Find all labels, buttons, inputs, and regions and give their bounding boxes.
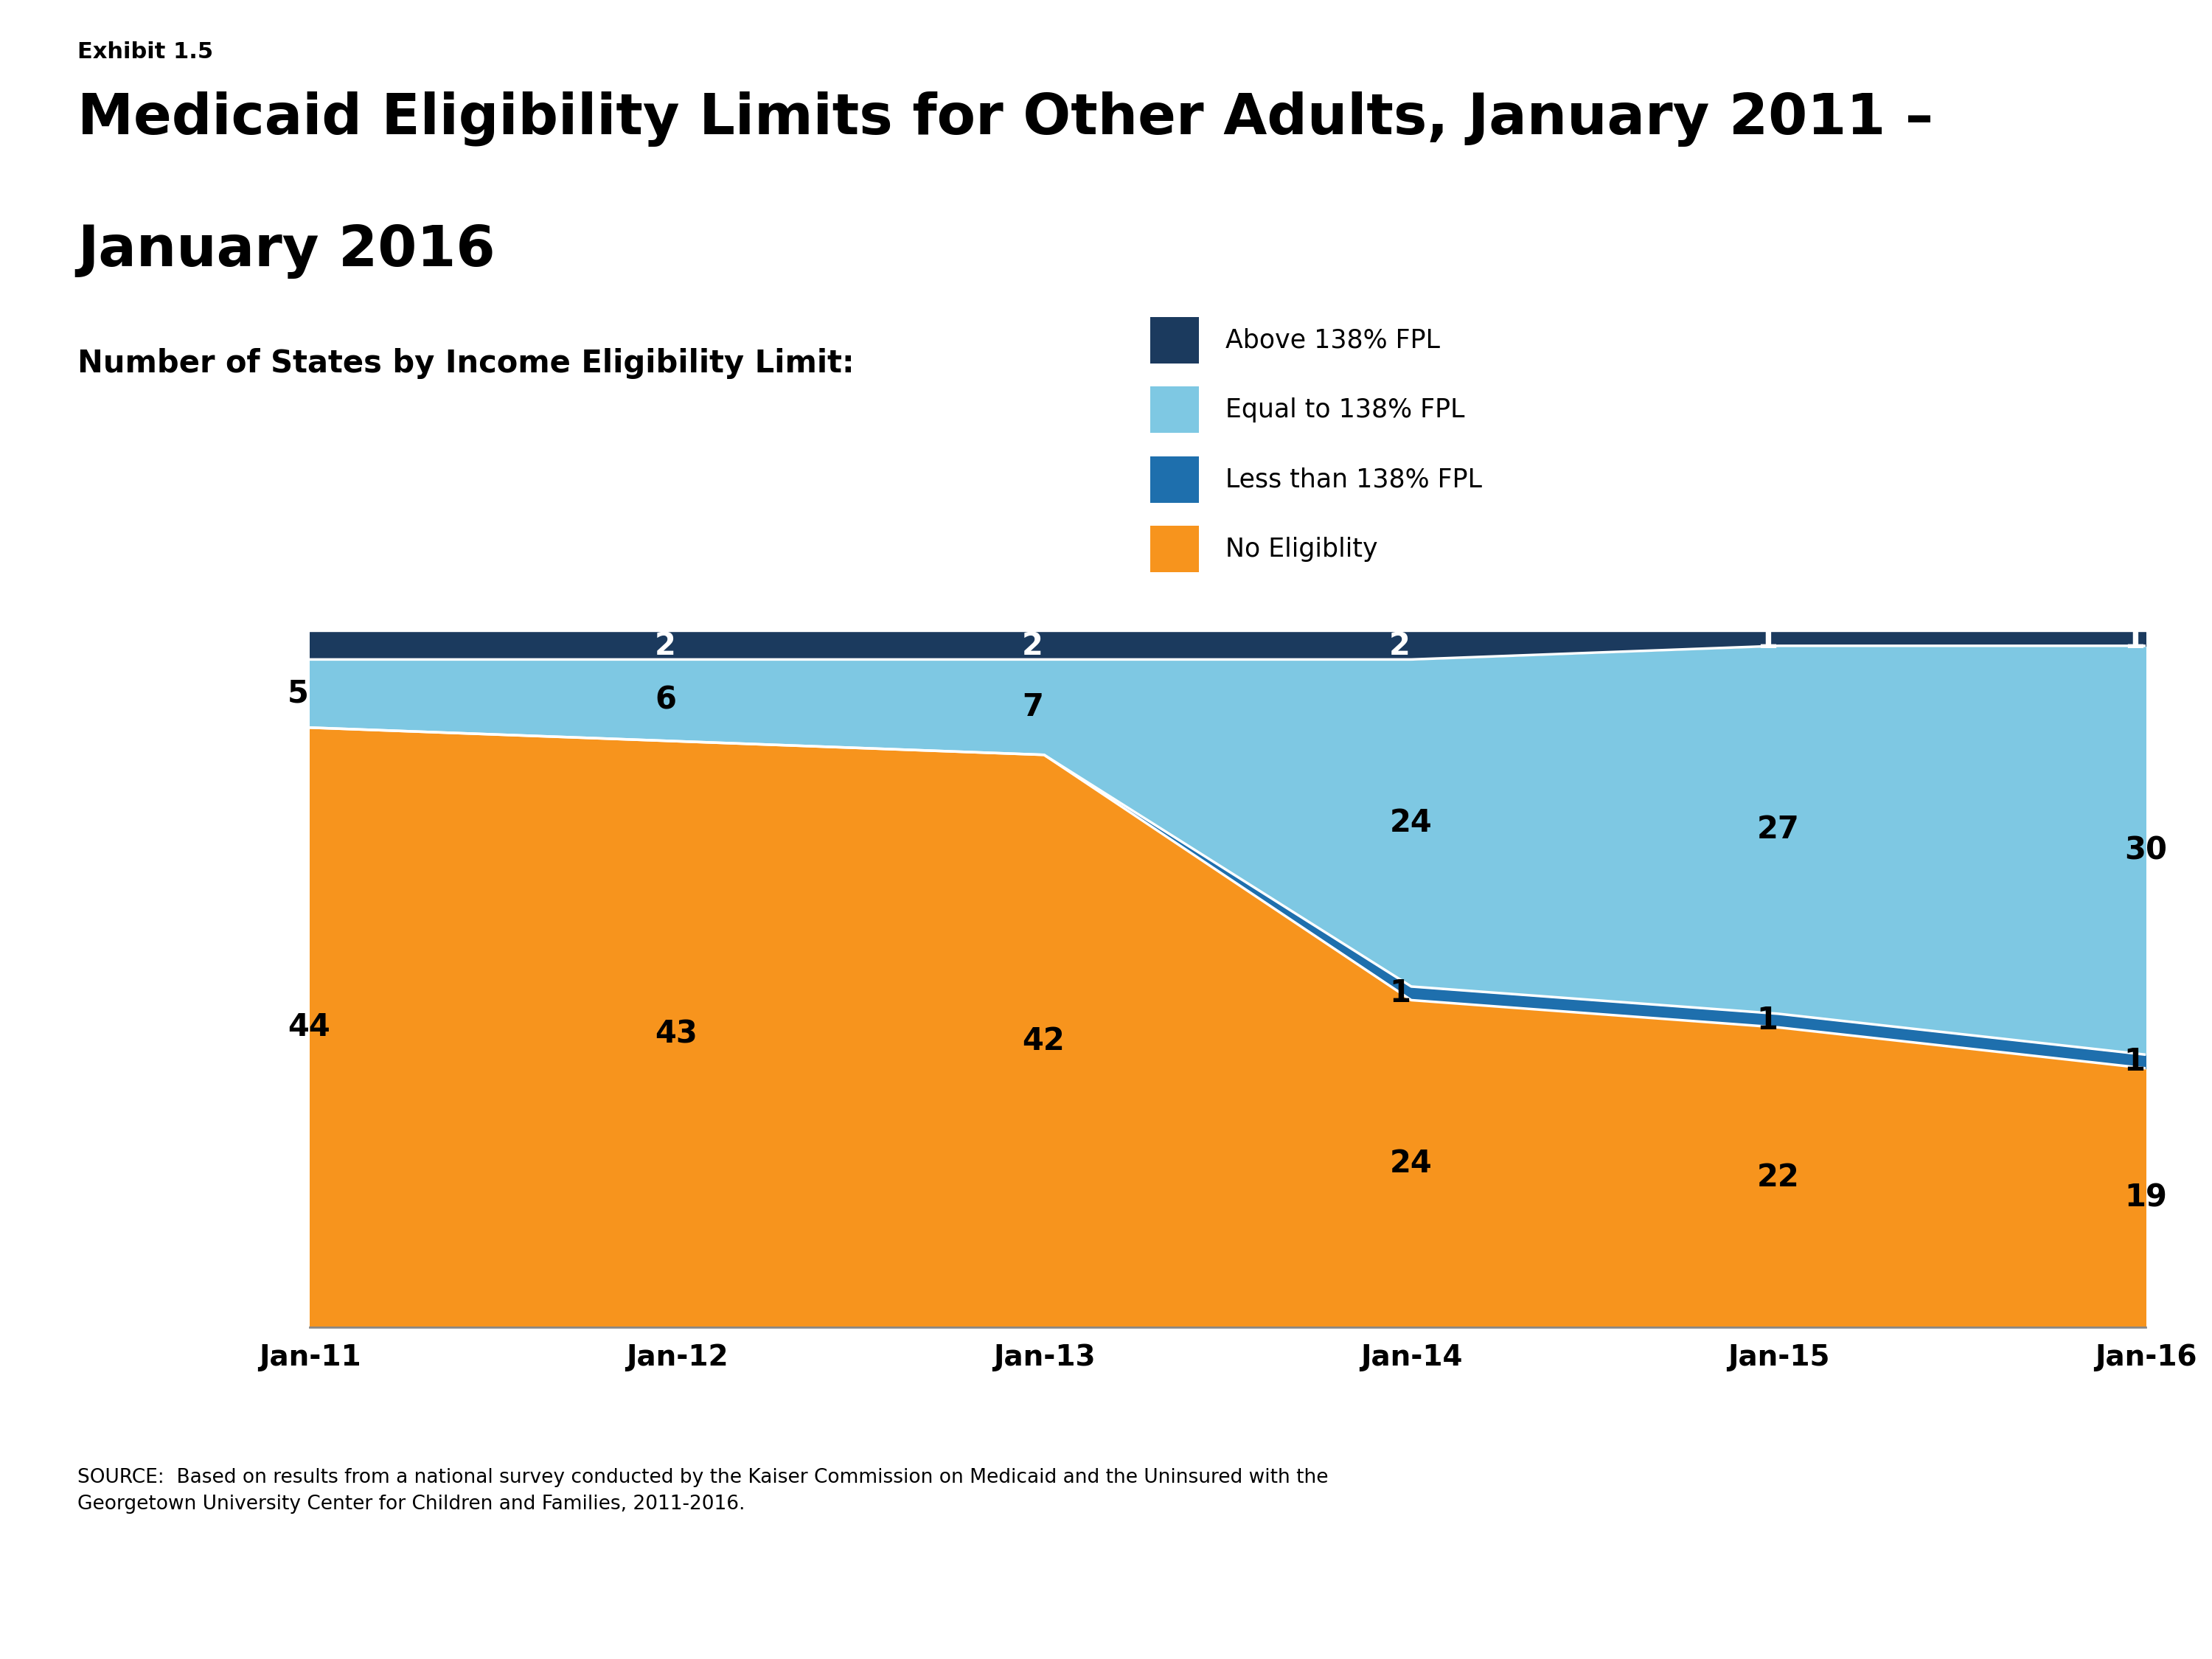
Text: 1: 1 bbox=[2124, 1045, 2146, 1077]
Text: 6: 6 bbox=[655, 685, 677, 715]
Text: January 2016: January 2016 bbox=[77, 224, 495, 279]
Text: 2: 2 bbox=[1022, 630, 1044, 662]
Text: 7: 7 bbox=[1022, 692, 1044, 723]
Text: 30: 30 bbox=[2124, 834, 2168, 866]
Text: 24: 24 bbox=[1389, 1148, 1433, 1180]
Text: THE HENRY J.: THE HENRY J. bbox=[1973, 1500, 2048, 1508]
Text: Medicaid Eligibility Limits for Other Adults, January 2011 –: Medicaid Eligibility Limits for Other Ad… bbox=[77, 91, 1933, 146]
Text: 22: 22 bbox=[1756, 1161, 1801, 1193]
Text: SOURCE:  Based on results from a national survey conducted by the Kaiser Commiss: SOURCE: Based on results from a national… bbox=[77, 1468, 1327, 1515]
Text: Less than 138% FPL: Less than 138% FPL bbox=[1225, 466, 1482, 493]
Text: 1: 1 bbox=[1389, 977, 1411, 1009]
Text: 1: 1 bbox=[2124, 624, 2146, 655]
Text: 43: 43 bbox=[655, 1019, 697, 1050]
Text: 24: 24 bbox=[1389, 808, 1433, 838]
Text: FAMILY: FAMILY bbox=[1984, 1554, 2037, 1568]
Text: Above 138% FPL: Above 138% FPL bbox=[1225, 327, 1440, 353]
Text: 1: 1 bbox=[1756, 624, 1778, 655]
Text: 19: 19 bbox=[2124, 1183, 2168, 1213]
Text: FOUNDATION: FOUNDATION bbox=[1973, 1583, 2048, 1593]
Text: No Eligiblity: No Eligiblity bbox=[1225, 536, 1378, 562]
Text: 27: 27 bbox=[1756, 815, 1801, 846]
Text: 5: 5 bbox=[288, 679, 310, 708]
Text: Number of States by Income Eligibility Limit:: Number of States by Income Eligibility L… bbox=[77, 348, 854, 380]
Text: 2: 2 bbox=[288, 630, 310, 662]
Text: Equal to 138% FPL: Equal to 138% FPL bbox=[1225, 397, 1464, 423]
Text: 1: 1 bbox=[1756, 1005, 1778, 1037]
Text: KAISER: KAISER bbox=[1975, 1525, 2046, 1543]
Text: 2: 2 bbox=[655, 630, 677, 662]
Text: 2: 2 bbox=[1389, 630, 1411, 662]
Text: 42: 42 bbox=[1022, 1025, 1064, 1057]
Text: Exhibit 1.5: Exhibit 1.5 bbox=[77, 41, 212, 63]
Text: 44: 44 bbox=[288, 1012, 330, 1044]
